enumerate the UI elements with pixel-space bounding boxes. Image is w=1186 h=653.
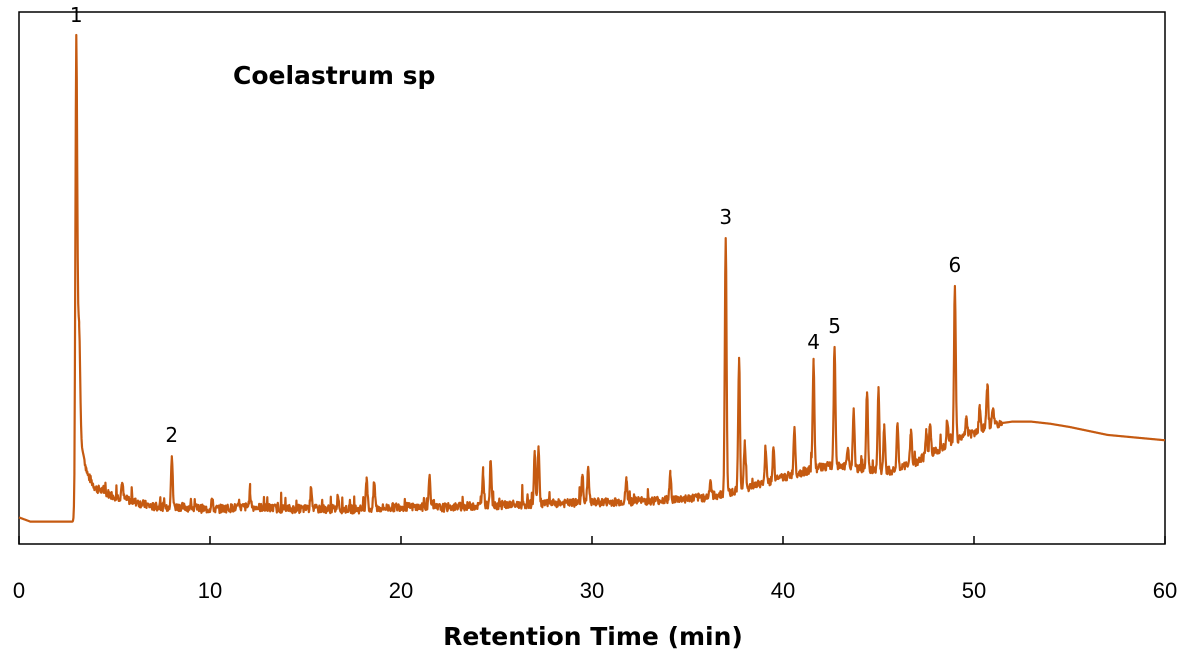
x-tick-label: 60	[1153, 578, 1177, 603]
peak-label-5: 5	[828, 314, 841, 338]
x-tick-label: 20	[389, 578, 413, 603]
plot-frame	[18, 11, 1166, 545]
peak-label-4: 4	[807, 330, 820, 354]
x-tick-label: 30	[580, 578, 604, 603]
chart-axes	[18, 11, 1166, 545]
chromatogram-line	[18, 33, 1166, 523]
x-axis-ticks: 0 10 20 30 40 50 60	[13, 536, 1177, 603]
chromatogram-series	[18, 33, 1166, 523]
peak-label-3: 3	[719, 205, 732, 229]
x-tick-label: 40	[771, 578, 795, 603]
peak-label-1: 1	[70, 3, 83, 27]
peak-labels: 1 2 3 45 6	[70, 3, 961, 447]
x-tick-label: 50	[962, 578, 986, 603]
x-tick-label: 0	[13, 578, 25, 603]
peak-label-2: 2	[165, 423, 178, 447]
peak-label-6: 6	[949, 253, 962, 277]
chart-title: Coelastrum sp	[233, 61, 435, 90]
x-tick-label: 10	[198, 578, 222, 603]
x-axis-title: Retention Time (min)	[443, 622, 743, 651]
